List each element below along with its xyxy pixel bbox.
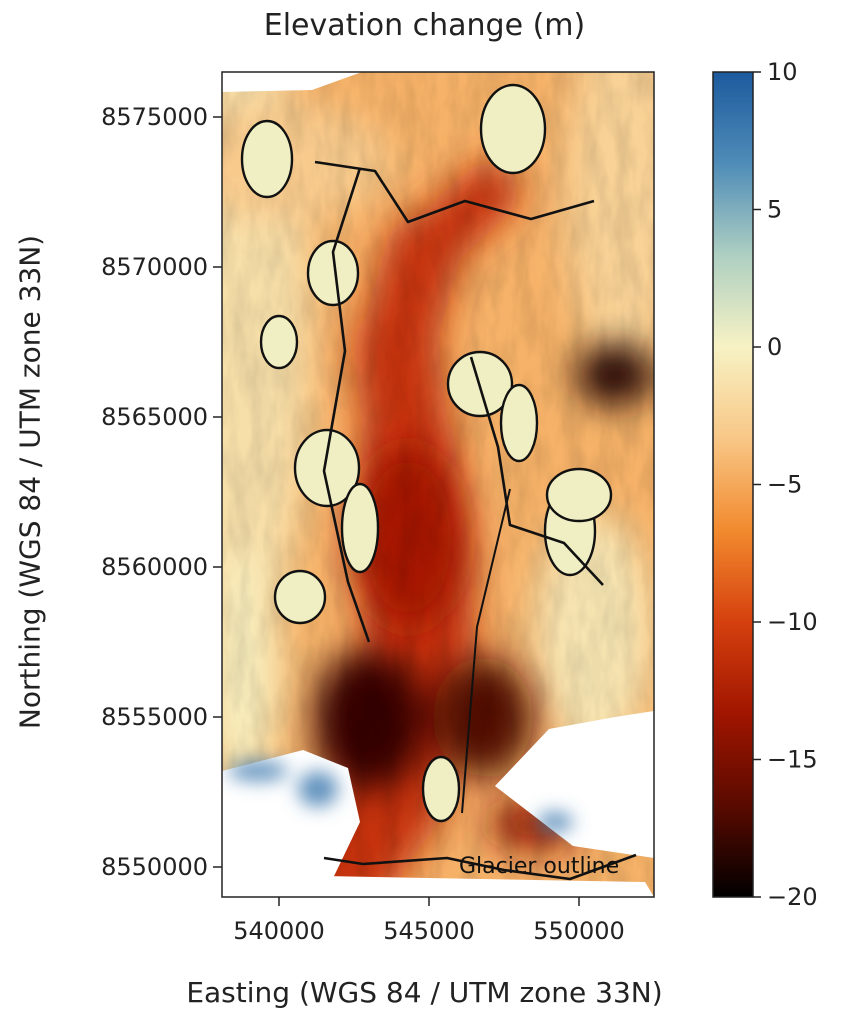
y-tick-label: 8565000 [101,403,208,431]
glacier-outline [314,160,595,224]
chart-title: Elevation change (m) [263,8,586,43]
stable-island [293,428,361,508]
x-tick-label: 545000 [383,917,475,945]
stable-island [545,467,613,523]
flowline [461,488,511,814]
stable-island [306,239,360,307]
y-tick-label: 8570000 [101,253,208,281]
no-data-region [495,711,654,858]
colorbar-tick-label: −5 [767,471,802,499]
stable-island [479,83,547,175]
stable-island [259,314,299,370]
stable-island [240,119,294,199]
colorbar-tick-label: −20 [767,883,818,911]
y-tick-label: 8550000 [101,853,208,881]
stable-island [340,482,380,574]
y-tick-label: 8560000 [101,553,208,581]
x-tick-label: 550000 [533,917,625,945]
glacier-outline [469,356,604,586]
glacier-outline [322,167,371,643]
y-tick-label: 8555000 [101,703,208,731]
glacier-outlines [314,160,637,881]
no-data-region [222,72,362,92]
annotation-glacier-outline: Glacier outline [459,854,619,879]
colorbar-scale [712,71,754,898]
x-tick-label: 540000 [233,917,325,945]
stable-island [421,755,461,823]
colorbar-tick-label: 5 [767,196,782,224]
colorbar-tick-label: 0 [767,333,782,361]
stable-island [499,383,539,463]
y-tick-label: 8575000 [101,103,208,131]
colorbar-tick-label: 10 [767,58,798,86]
colorbar-tick-label: −15 [767,746,818,774]
plot-frame [221,71,655,898]
colorbar-tick-label: −10 [767,608,818,636]
stable-island [273,569,327,625]
positive-change-speckles [228,761,573,832]
no-data-region [321,876,654,897]
stable-terrain-islands [240,83,613,823]
x-axis-label: Easting (WGS 84 / UTM zone 33N) [186,976,663,1009]
glacier-outline [323,853,637,881]
